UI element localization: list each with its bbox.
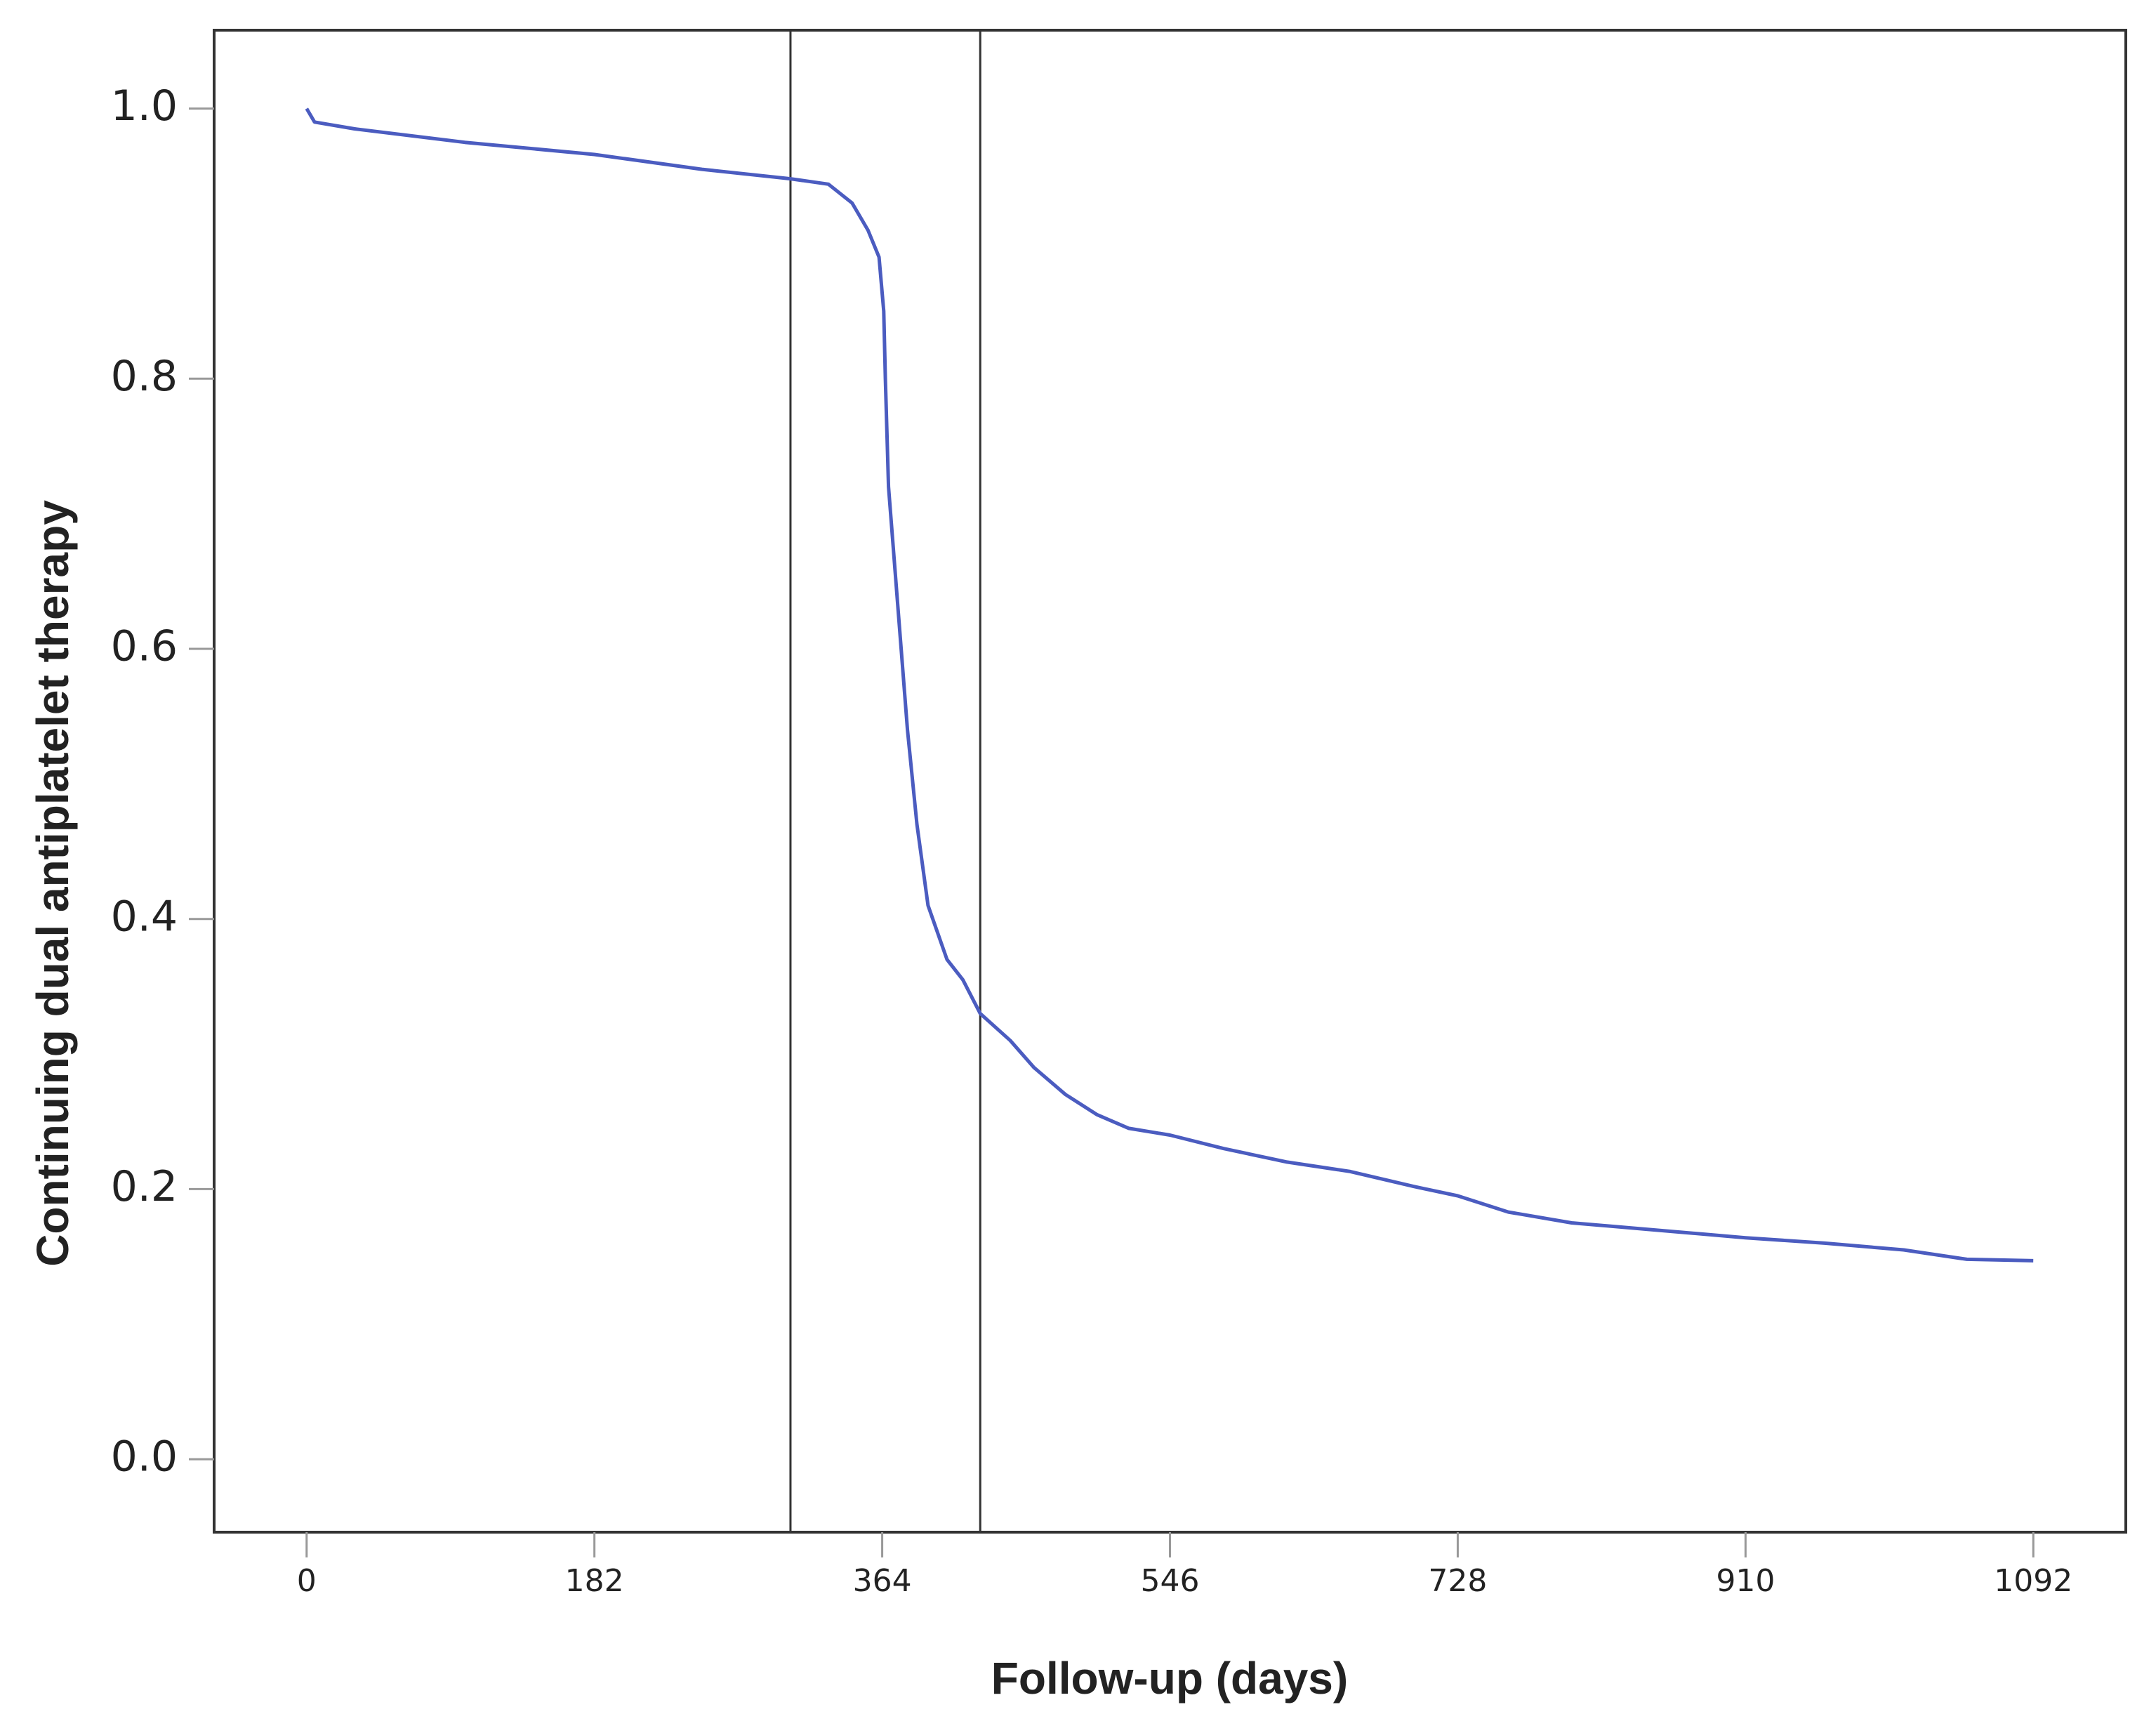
x-tick-label: 546 [1141,1563,1200,1599]
y-tick-label: 0.0 [111,1432,178,1482]
y-axis-title: Continuing dual antiplatelet therapy [27,500,78,1267]
x-axis-title: Follow-up (days) [991,1653,1348,1704]
y-tick-label: 0.4 [111,892,178,941]
plot-frame [213,29,2127,1534]
y-tick-label: 1.0 [111,81,178,131]
x-tick-label: 364 [853,1563,912,1599]
x-tick-label: 728 [1428,1563,1487,1599]
x-tick-label: 0 [297,1563,317,1599]
y-tick-label: 0.6 [111,622,178,671]
survival-curve [305,107,2034,1263]
y-tick-label: 0.2 [111,1162,178,1211]
y-tick-label: 0.8 [111,352,178,401]
x-tick-label: 910 [1716,1563,1775,1599]
x-tick-label: 182 [565,1563,624,1599]
x-tick-label: 1092 [1994,1563,2072,1599]
